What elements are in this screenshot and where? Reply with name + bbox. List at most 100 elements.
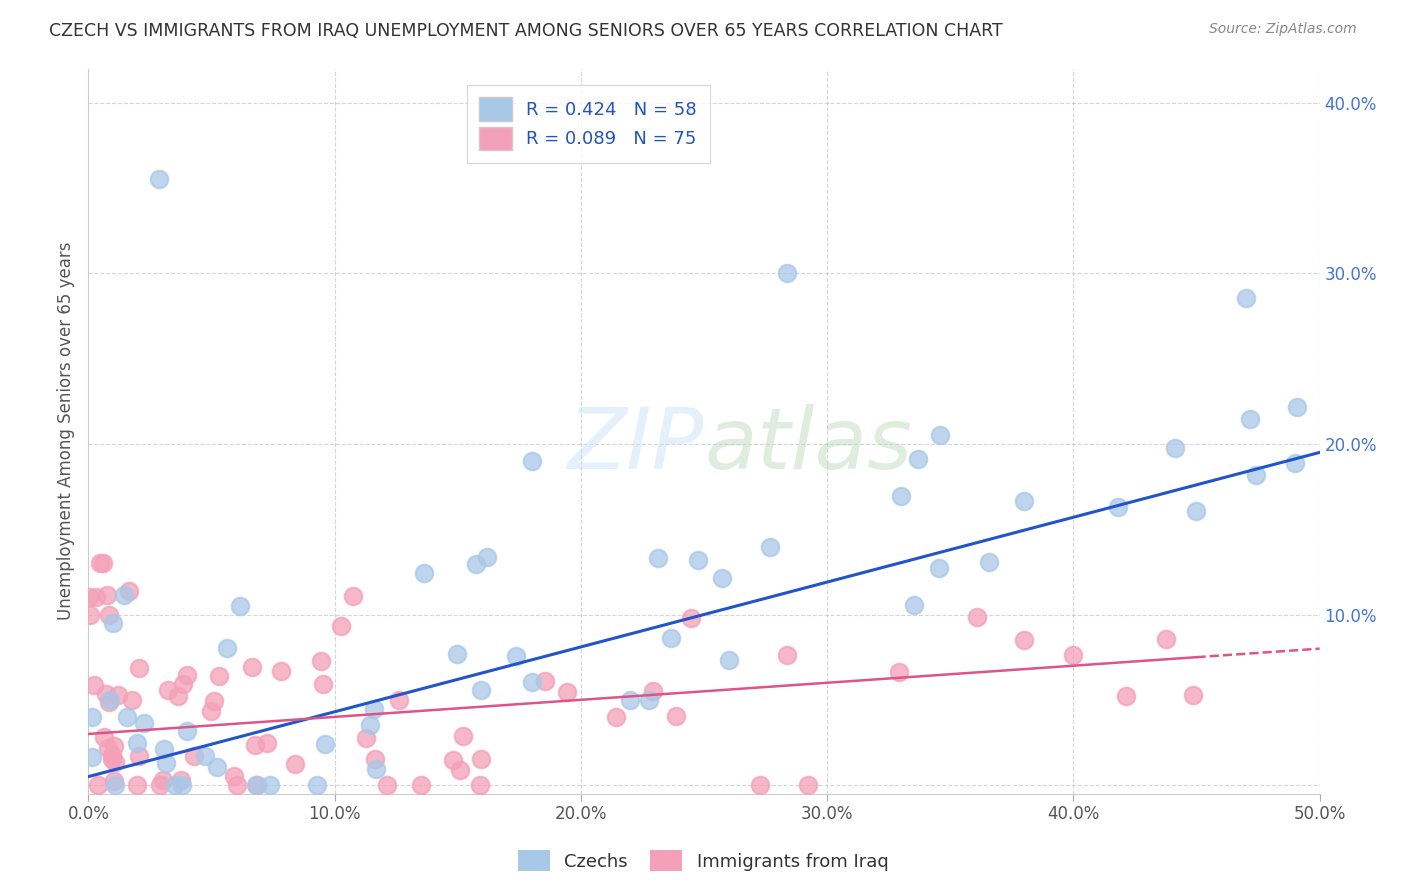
Point (1244, 468, 1267, 483)
Point (229, 599, 252, 614)
Point (107, 688, 129, 702)
Point (330, 618, 353, 632)
Point (226, 778, 249, 792)
Point (441, 753, 464, 767)
Point (202, 694, 225, 708)
Point (776, 648, 799, 662)
Point (776, 266, 799, 280)
Point (200, 704, 222, 718)
Point (470, 752, 492, 766)
Point (259, 778, 281, 792)
Point (1285, 400, 1308, 414)
Point (193, 749, 215, 764)
Point (97, 695, 120, 709)
Point (93, 730, 115, 744)
Point (1234, 291, 1257, 305)
Point (101, 747, 124, 762)
Point (929, 428, 952, 442)
Point (363, 752, 385, 766)
Point (96, 588, 118, 602)
Point (157, 683, 180, 698)
Point (155, 756, 177, 771)
Point (284, 757, 307, 772)
Point (128, 660, 150, 674)
Point (217, 641, 239, 656)
Point (121, 693, 143, 707)
Point (1154, 632, 1177, 647)
Point (1062, 648, 1084, 663)
Point (710, 571, 733, 585)
Point (176, 668, 198, 682)
Point (152, 773, 174, 788)
Point (688, 552, 710, 566)
Point (93, 557, 115, 571)
Point (468, 778, 491, 792)
Point (118, 584, 141, 599)
Point (270, 664, 292, 678)
Point (307, 778, 329, 792)
Point (101, 751, 124, 765)
Point (413, 566, 436, 580)
Point (342, 589, 364, 603)
Point (165, 778, 187, 792)
Point (172, 677, 194, 691)
Point (966, 609, 988, 624)
Point (797, 778, 820, 792)
Point (748, 778, 770, 792)
Point (148, 172, 170, 186)
Point (534, 673, 557, 688)
Point (446, 647, 468, 661)
Point (1012, 633, 1035, 648)
Point (1284, 456, 1306, 470)
Point (520, 454, 543, 468)
Point (647, 550, 669, 565)
Text: atlas: atlas (704, 404, 912, 487)
Point (555, 685, 578, 699)
Point (84, 591, 107, 605)
Point (465, 557, 488, 571)
Legend: R = 0.424   N = 58, R = 0.089   N = 75: R = 0.424 N = 58, R = 0.089 N = 75 (467, 85, 710, 163)
Point (470, 682, 492, 697)
Text: ZIP: ZIP (568, 404, 704, 487)
Point (887, 665, 910, 680)
Point (224, 769, 246, 783)
Point (409, 778, 432, 792)
Point (363, 702, 385, 716)
Point (148, 778, 170, 792)
Point (104, 755, 127, 769)
Text: Source: ZipAtlas.com: Source: ZipAtlas.com (1209, 22, 1357, 37)
Point (1107, 500, 1129, 514)
Point (125, 778, 148, 792)
Point (314, 737, 336, 751)
Point (205, 759, 228, 773)
Point (1164, 442, 1187, 456)
Point (977, 556, 1000, 570)
Point (246, 778, 269, 792)
Point (366, 762, 388, 776)
Point (170, 773, 193, 788)
Point (96, 687, 118, 701)
Point (451, 729, 474, 743)
Point (659, 631, 682, 645)
Point (1115, 689, 1137, 703)
Point (115, 710, 138, 724)
Point (312, 676, 335, 690)
Point (520, 674, 543, 689)
Point (103, 739, 125, 754)
Text: CZECH VS IMMIGRANTS FROM IRAQ UNEMPLOYMENT AMONG SENIORS OVER 65 YEARS CORRELATI: CZECH VS IMMIGRANTS FROM IRAQ UNEMPLOYME… (49, 22, 1002, 40)
Point (101, 616, 124, 631)
Point (1181, 688, 1204, 702)
Point (112, 588, 135, 602)
Point (890, 489, 912, 503)
Point (96, 741, 118, 756)
Point (82, 710, 104, 724)
Point (83, 678, 105, 692)
Point (311, 654, 333, 668)
Point (128, 749, 150, 764)
Point (172, 778, 194, 792)
Point (359, 718, 381, 732)
Point (245, 739, 267, 753)
Legend: Czechs, Immigrants from Iraq: Czechs, Immigrants from Iraq (510, 843, 896, 879)
Point (240, 660, 263, 674)
Y-axis label: Unemployment Among Seniors over 65 years: Unemployment Among Seniors over 65 years (58, 242, 75, 620)
